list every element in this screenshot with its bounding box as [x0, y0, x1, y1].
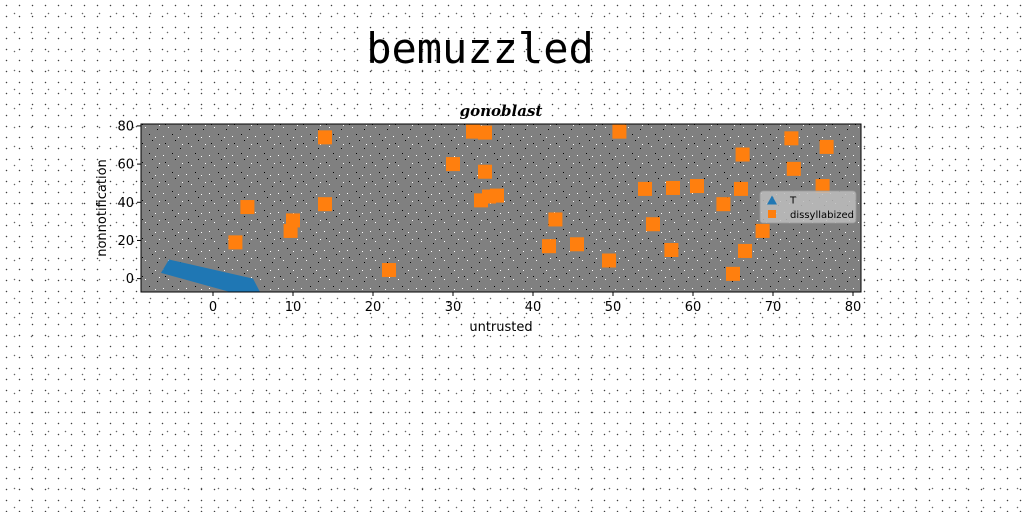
x-axis-label: untrusted — [469, 320, 532, 335]
data-point-square — [815, 179, 830, 194]
data-point-square — [548, 212, 563, 227]
legend: T dissyllabized — [759, 190, 857, 224]
data-point-square — [786, 161, 801, 176]
data-point-square — [755, 223, 770, 238]
y-axis-label: nonnotification — [95, 159, 110, 257]
x-tick-label: 20 — [365, 300, 382, 315]
data-point-square — [726, 266, 740, 281]
x-tick-label: 70 — [765, 300, 782, 315]
data-point-square — [466, 124, 480, 139]
data-point-square — [716, 197, 731, 212]
data-point-square — [318, 130, 332, 145]
series-t-band — [161, 259, 261, 292]
data-point-square — [638, 181, 652, 196]
data-point-square — [286, 213, 300, 228]
legend-marker-triangle — [767, 195, 777, 205]
data-point-square — [382, 263, 396, 278]
legend-box — [759, 190, 857, 224]
legend-marker-square — [768, 210, 776, 218]
data-point-square — [446, 157, 460, 172]
data-point-square — [819, 139, 834, 154]
x-tick-label: 40 — [525, 300, 542, 315]
data-point-square — [240, 200, 255, 215]
x-tick-label: 50 — [605, 300, 622, 315]
data-point-square — [690, 179, 704, 194]
data-point-square — [784, 131, 799, 146]
plot-frame — [140, 123, 862, 293]
chart-marks — [161, 124, 834, 292]
y-tick-label: 0 — [126, 272, 134, 287]
legend-label-t: T — [789, 196, 797, 207]
data-point-square — [735, 147, 750, 162]
data-point-square — [664, 243, 679, 257]
y-tick-label: 80 — [117, 119, 134, 134]
chart-title: gonoblast — [460, 102, 543, 120]
x-tick-label: 10 — [285, 300, 302, 315]
data-point-square — [612, 124, 627, 139]
legend-label-dissyllabized: dissyllabized — [790, 210, 854, 221]
data-point-square — [542, 239, 556, 254]
y-tick-label: 60 — [117, 158, 134, 173]
page-title: bemuzzled — [366, 24, 594, 73]
data-point-square — [478, 164, 492, 179]
data-point-square — [478, 125, 492, 140]
data-point-square — [602, 253, 616, 268]
data-point-square — [490, 188, 504, 203]
chart-axes: 0 10 20 30 40 50 60 70 80 0 20 40 60 80 — [117, 119, 861, 315]
data-point-square — [318, 197, 332, 212]
y-tick-label: 40 — [117, 196, 134, 211]
data-point-square — [228, 235, 243, 250]
data-point-square — [570, 237, 584, 252]
data-point-square — [666, 180, 680, 195]
x-tick-label: 0 — [209, 300, 217, 315]
x-tick-label: 80 — [845, 300, 862, 315]
data-point-square — [734, 181, 748, 196]
x-tick-label: 30 — [445, 300, 462, 315]
y-tick-label: 20 — [117, 234, 134, 249]
data-point-square — [738, 243, 752, 258]
data-point-square — [646, 217, 660, 232]
x-tick-label: 60 — [685, 300, 702, 315]
